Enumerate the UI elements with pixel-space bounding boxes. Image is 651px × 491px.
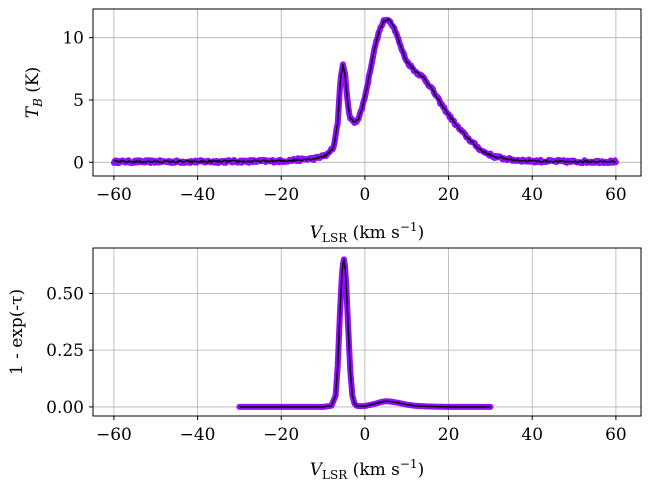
x-tick-label: −60 xyxy=(96,425,132,445)
y-tick-label: 0 xyxy=(73,153,84,173)
tb-spectrum-panel: −60 −40 −20 0 20 40 60 0 5 10 VLSR (km s−1) TB (K) xyxy=(23,8,642,245)
x-tick-label: 20 xyxy=(438,425,460,445)
x-tick-label: 20 xyxy=(438,185,460,205)
plot-area xyxy=(236,256,494,410)
x-tick-label: −40 xyxy=(180,425,216,445)
y-tick-label: 0.25 xyxy=(46,341,84,361)
axes-frame xyxy=(92,8,642,177)
x-tick-label: 60 xyxy=(605,425,627,445)
observed-spectrum-line xyxy=(113,18,617,164)
plot-area xyxy=(110,16,619,167)
x-tick-label: −40 xyxy=(180,185,216,205)
y-tick-label: 10 xyxy=(62,29,84,49)
x-tick-label: 40 xyxy=(521,425,543,445)
x-tick-label: −20 xyxy=(263,425,299,445)
observed-spectrum-line xyxy=(239,258,491,408)
x-tick-label: −20 xyxy=(263,185,299,205)
y-tick-label: 0.00 xyxy=(46,398,84,418)
x-tick-label: 0 xyxy=(359,185,370,205)
x-tick-label: 40 xyxy=(521,185,543,205)
y-axis-label: TB (K) xyxy=(23,67,45,119)
y-tick-label: 5 xyxy=(73,91,84,111)
axes-frame xyxy=(92,247,642,417)
x-axis-label: VLSR (km s−1) xyxy=(310,220,424,245)
x-tick-label: −60 xyxy=(96,185,132,205)
y-tick-label: 0.50 xyxy=(46,284,84,304)
x-tick-label: 0 xyxy=(359,425,370,445)
optical-depth-panel: −60 −40 −20 0 20 40 60 0.00 0.25 0.50 VLSR (km s−1… xyxy=(7,247,642,482)
x-tick-label: 60 xyxy=(605,185,627,205)
x-axis-label: VLSR (km s−1) xyxy=(310,457,424,482)
y-axis-label: 1 - exp(-τ) xyxy=(7,289,27,375)
